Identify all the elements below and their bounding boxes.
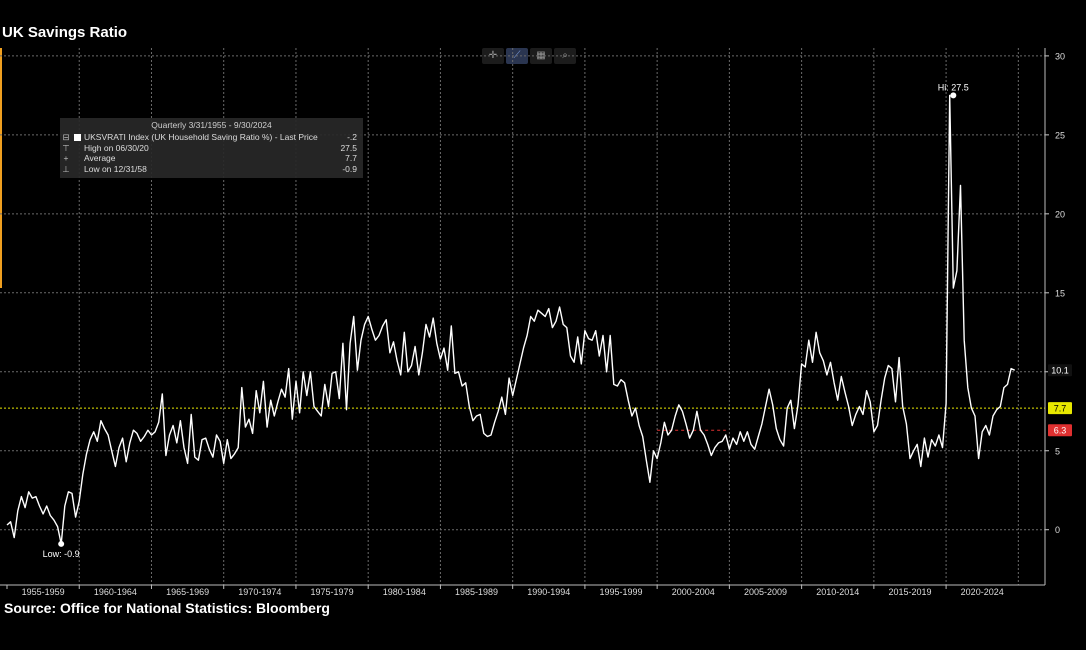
legend-panel: Quarterly 3/31/1955 - 9/30/2024 ⊟ UKSVRA… <box>60 118 363 178</box>
high-marker <box>950 92 957 99</box>
chart-title: UK Savings Ratio <box>2 24 128 41</box>
y-tick-label: 25 <box>1055 130 1065 140</box>
y-tick-label: 5 <box>1055 446 1060 456</box>
high-label: Hi: 27.5 <box>938 82 969 92</box>
legend-header: Quarterly 3/31/1955 - 9/30/2024 <box>151 120 272 130</box>
y-tick-label: 0 <box>1055 525 1060 535</box>
x-tick-label: 2005-2009 <box>744 587 787 597</box>
ma-tag: 6.3 <box>1054 426 1067 436</box>
extreme-markers: Hi: 27.5 Low: -0.9 <box>43 82 969 559</box>
legend-row-average: + Average 7.7 <box>60 153 363 164</box>
x-tick-label: 1975-1979 <box>311 587 354 597</box>
y-tick-label: 15 <box>1055 288 1065 298</box>
low-marker <box>58 540 65 547</box>
x-tick-label: 2010-2014 <box>816 587 859 597</box>
source-note: Source: Office for National Statistics: … <box>4 600 330 616</box>
legend-label: UKSVRATI Index (UK Household Saving Rati… <box>84 132 318 142</box>
x-tick-label: 1990-1994 <box>527 587 570 597</box>
x-tick-label: 2020-2024 <box>961 587 1004 597</box>
average-tag-bg <box>1048 402 1072 415</box>
x-tick-label: 2015-2019 <box>888 587 931 597</box>
average-marker-icon: + <box>63 153 69 163</box>
series-swatch <box>74 134 81 141</box>
y-tick-label: 30 <box>1055 51 1065 61</box>
legend-label: High on 06/30/20 <box>84 142 149 153</box>
legend-value: -.2 <box>347 132 357 142</box>
y-axis: 051015202530 <box>1044 48 1065 585</box>
legend-value: 27.5 <box>340 142 357 153</box>
ma-tag-bg <box>1048 424 1072 437</box>
legend-row-low: ⊥ Low on 12/31/58 -0.9 <box>60 164 363 175</box>
collapse-icon[interactable]: ⊟ <box>62 132 70 142</box>
last-value-tag-bg <box>1048 364 1072 377</box>
average-tag: 7.7 <box>1054 404 1067 414</box>
x-tick-label: 1980-1984 <box>383 587 426 597</box>
legend-label: Low on 12/31/58 <box>84 163 147 174</box>
high-marker-icon: ⊤ <box>62 142 70 153</box>
legend-row-series[interactable]: ⊟ UKSVRATI Index (UK Household Saving Ra… <box>60 132 363 143</box>
x-tick-label: 2000-2004 <box>672 587 715 597</box>
x-tick-label: 1965-1969 <box>166 587 209 597</box>
legend-label: Average <box>84 153 116 163</box>
legend-row-high: ⊤ High on 06/30/20 27.5 <box>60 143 363 154</box>
series-line <box>6 94 1015 545</box>
legend-value: 7.7 <box>345 153 357 163</box>
x-tick-label: 1995-1999 <box>599 587 642 597</box>
x-axis: 1955-1959 1960-1964 1965-1969 1970-1974 1975… <box>0 584 1045 597</box>
low-label: Low: -0.9 <box>43 549 80 559</box>
panel-accent-bar <box>0 48 2 288</box>
x-tick-label: 1960-1964 <box>94 587 137 597</box>
last-value-tag: 10.1 <box>1051 366 1069 376</box>
x-tick-label: 1955-1959 <box>22 587 65 597</box>
legend-value: -0.9 <box>342 163 357 174</box>
value-tags: 10.1 7.7 6.3 <box>1048 364 1072 437</box>
low-marker-icon: ⊥ <box>62 163 70 174</box>
y-tick-label: 20 <box>1055 209 1065 219</box>
x-tick-label: 1985-1989 <box>455 587 498 597</box>
x-tick-label: 1970-1974 <box>238 587 281 597</box>
savings-ratio-line <box>6 94 1015 545</box>
